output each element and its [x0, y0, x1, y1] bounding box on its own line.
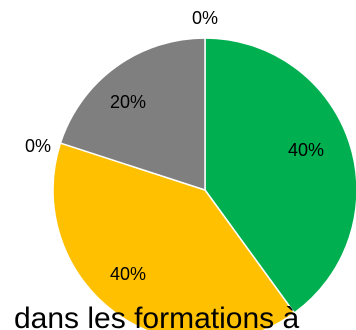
pie-slice-2 [52, 142, 296, 330]
pie-data-labels: 40%0%40%0%20%0% [25, 8, 324, 284]
pie-data-label-0: 40% [288, 140, 324, 160]
pie-data-label-5: 0% [192, 8, 218, 28]
pie-slice-0 [204, 37, 356, 315]
pie-data-label-3: 0% [25, 136, 51, 156]
pie-slice-4 [59, 37, 206, 192]
pie-slices [52, 37, 356, 330]
caption-text: dans les formations à [14, 302, 300, 330]
pie-data-label-4: 20% [110, 92, 146, 112]
pie-data-label-2: 40% [110, 264, 146, 284]
